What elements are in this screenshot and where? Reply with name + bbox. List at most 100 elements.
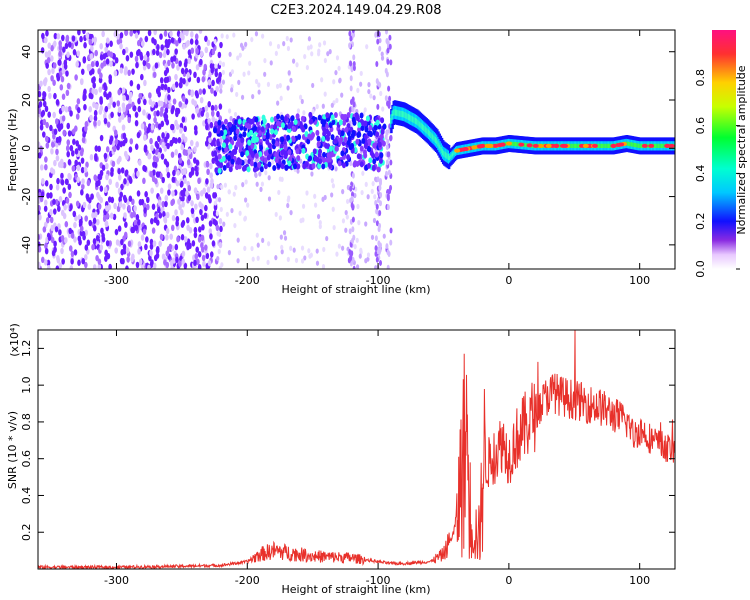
heatmap-cell [88,92,93,99]
heatmap-cell [318,219,322,226]
heatmap-cell [364,181,368,187]
heatmap-cell [374,31,378,38]
heatmap-cell [360,125,365,132]
heatmap-cell [83,42,87,49]
heatmap-cell [159,33,163,40]
heatmap-cell [227,250,232,256]
heatmap-cell [180,208,184,216]
heatmap-cell [217,167,222,174]
heatmap-cell [172,55,177,62]
heatmap-cell [117,88,122,96]
heatmap-cell [291,126,296,133]
heatmap-cell [108,74,112,81]
heatmap-cell [235,141,240,148]
heatmap-cell [244,41,248,47]
heatmap-cell [199,190,204,197]
heatmap-cell [65,197,70,204]
heatmap-cell [268,134,273,141]
heatmap-cell [321,135,326,142]
heatmap-cell [103,90,107,98]
heatmap-cell [49,183,53,191]
heatmap-cell [213,150,218,157]
heatmap-cell [169,30,173,38]
heatmap-cell [171,198,176,205]
heatmap-cell [375,78,379,85]
heatmap-cell [289,245,293,251]
heatmap-cell [44,156,48,163]
heatmap-cell [389,184,393,191]
heatmap-cell [180,189,184,197]
heatmap-cell [254,116,259,123]
x-tick-label: 100 [629,574,650,587]
heatmap-cell [334,145,339,152]
heatmap-cell [204,46,209,54]
heatmap-cell [175,40,179,47]
heatmap-cell [210,110,215,117]
heatmap-cell [175,110,179,118]
heatmap-cell [129,80,134,87]
heatmap-cell [140,122,145,130]
heatmap-cell [65,145,70,152]
heatmap-cell [386,264,390,269]
heatmap-cell [55,155,60,162]
heatmap-cell [349,185,353,192]
heatmap-cell [232,32,236,38]
heatmap-cell [386,204,390,211]
heatmap-cell [373,124,378,131]
heatmap-cell [79,225,84,232]
heatmap-cell [174,243,179,251]
heatmap-cell [177,37,182,44]
heatmap-cell [271,159,275,165]
heatmap-cell [207,101,212,108]
heatmap-cell [114,247,118,254]
heatmap-cell [234,184,238,191]
heatmap-cell [195,64,200,71]
heatmap-cell [163,259,167,266]
heatmap-cell [215,85,219,93]
heatmap-cell [122,248,127,255]
heatmap-cell [321,163,326,170]
heatmap-cell [372,158,377,165]
heatmap-cell [198,30,203,34]
heatmap-cell [316,213,321,220]
heatmap-cell [222,164,227,171]
heatmap-cell [353,192,357,199]
heatmap-cell [282,41,286,47]
heatmap-cell [272,165,277,172]
heatmap-cell [132,211,137,218]
heatmap-cell [322,151,327,158]
heatmap-cell [83,254,88,261]
heatmap-cell [306,45,311,51]
heatmap-cell [216,140,221,147]
heatmap-cell [282,230,287,236]
heatmap-cell [92,238,97,245]
heatmap-cell [56,177,60,185]
heatmap-cell [378,184,382,191]
heatmap-cell [322,114,327,121]
heatmap-cell [218,83,223,90]
heatmap-cell [265,131,270,138]
heatmap-cell [88,106,93,113]
heatmap-cell [137,48,141,56]
heatmap-cell [106,252,111,260]
heatmap-cell [462,147,469,152]
heatmap-cell [190,207,195,215]
heatmap-cell [257,89,261,95]
heatmap-cell [91,87,96,95]
heatmap-cell [181,116,186,123]
heatmap-cell [137,241,142,248]
heatmap-cell [537,143,544,148]
heatmap-cell [92,217,97,224]
heatmap-cell [274,50,278,57]
heatmap-cell [250,36,254,43]
heatmap-cell [154,62,159,69]
heatmap-cell [201,224,205,231]
heatmap-cell [219,41,223,49]
heatmap-cell [250,137,255,144]
heatmap-cell [169,260,174,267]
heatmap-cell [104,46,108,53]
heatmap-cell [148,254,152,262]
heatmap-cell [53,208,57,215]
heatmap-cell [47,42,52,49]
heatmap-cell [71,150,75,157]
